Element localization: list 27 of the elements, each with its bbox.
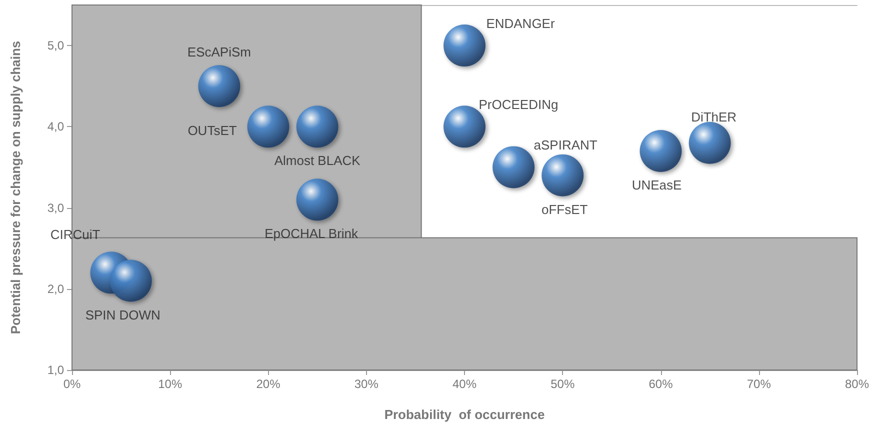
annotation: PrOCEEDINg: [478, 97, 558, 112]
annotation: UNEasE: [632, 178, 682, 192]
y-tick-label: 2,0: [47, 282, 64, 296]
y-tick-label: 5,0: [47, 38, 64, 53]
annotation: ENDANGEr: [486, 16, 556, 32]
annotation: DiThER: [691, 109, 737, 124]
x-tick-label: 40%: [452, 377, 477, 391]
annotation: EScAPiSm: [187, 44, 251, 60]
annotation: EpOCHAL Brink: [264, 226, 359, 242]
x-axis-title: Probability of occurrence: [384, 407, 545, 422]
y-tick-label: 3,0: [47, 200, 64, 215]
annotation: Almost BLACK: [274, 153, 361, 168]
x-tick-label: 10%: [158, 377, 182, 391]
x-tick-label: 0%: [63, 377, 81, 391]
x-tick-label: 20%: [256, 377, 281, 391]
annotation: OUTsET: [188, 123, 237, 138]
annotation: oFFsET: [542, 202, 588, 217]
y-tick-label: 1,0: [47, 363, 64, 377]
x-tick-label: 70%: [746, 377, 772, 391]
y-tick-label: 4,0: [47, 120, 64, 134]
x-tick-label: 50%: [550, 377, 575, 391]
x-tick-label: 80%: [844, 377, 870, 391]
annotation: SPIN DOWN: [85, 307, 160, 322]
x-tick-label: 30%: [354, 377, 379, 391]
y-axis-title: Potential pressure for change on supply chains: [8, 40, 23, 334]
x-tick-label: 60%: [648, 377, 674, 391]
annotation: aSPIRANT: [534, 138, 598, 153]
